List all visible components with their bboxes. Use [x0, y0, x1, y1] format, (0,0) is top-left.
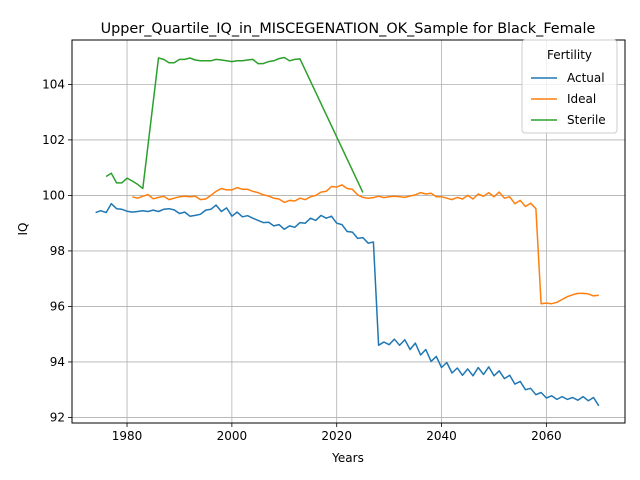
y-tick-label: 98 — [50, 244, 65, 258]
x-tick-label: 2060 — [531, 429, 562, 443]
y-tick-label: 100 — [42, 188, 65, 202]
legend-title: Fertility — [547, 48, 592, 62]
y-tick-label: 94 — [50, 355, 65, 369]
series-line-actual — [96, 204, 599, 406]
y-axis-label: IQ — [16, 223, 30, 236]
legend: Fertility Actual Ideal Sterile — [522, 40, 617, 133]
y-tick-label: 96 — [50, 299, 65, 313]
y-tick-label: 92 — [50, 410, 65, 424]
x-tick-label: 2040 — [426, 429, 457, 443]
legend-label-actual: Actual — [567, 71, 605, 85]
y-tick-label: 102 — [42, 133, 65, 147]
x-axis-label: Years — [331, 451, 364, 465]
x-tick-label: 2000 — [217, 429, 248, 443]
x-axis-ticks: 1980 2000 2020 2040 2060 — [112, 423, 562, 443]
x-tick-label: 2020 — [321, 429, 352, 443]
legend-label-sterile: Sterile — [567, 113, 606, 127]
series-line-sterile — [106, 58, 363, 193]
legend-label-ideal: Ideal — [567, 92, 596, 106]
chart-title: Upper_Quartile_IQ_in_MISCEGENATION_OK_Sa… — [101, 21, 596, 37]
series-line-ideal — [132, 185, 599, 304]
x-tick-label: 1980 — [112, 429, 143, 443]
y-axis-ticks: 92 94 96 98 100 102 104 — [42, 77, 72, 424]
y-tick-label: 104 — [42, 77, 65, 91]
